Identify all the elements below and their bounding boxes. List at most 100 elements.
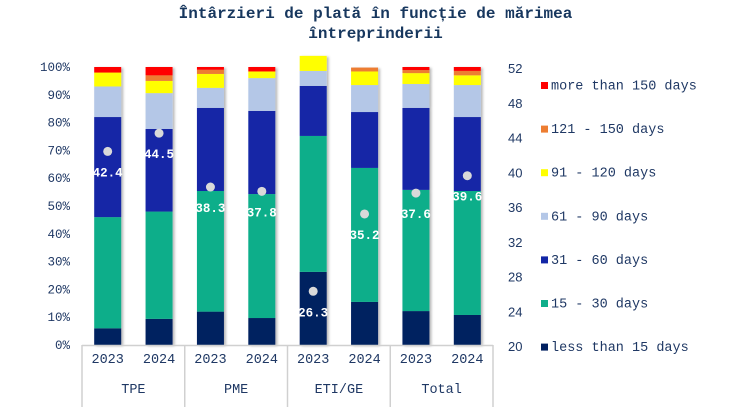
bar-segment-61-90-days [145,93,173,129]
average-delay-marker [205,182,215,192]
bar-segment-91-120-days [402,73,430,84]
average-delay-label: 37.6 [401,208,431,222]
average-delay-marker [154,128,164,138]
bar-segment-121-150-days [145,75,173,81]
bar-stack [94,67,122,345]
right-axis-tick-label: 44 [508,131,522,146]
bar-segment-31-60-days [402,107,430,190]
bar-segment-15-30-days [402,189,430,312]
bar-segment-61-90-days [196,87,224,108]
bar-segment-less-than-15-days [402,311,430,345]
average-delay-label: 37.8 [247,206,277,220]
bar-segment-121-150-days [402,70,430,74]
bar-segment-less-than-15-days [94,328,122,345]
bar-segment-31-60-days [248,110,276,195]
average-delay-label: 42.4 [93,166,124,180]
bar-segment-15-30-days [94,217,122,329]
left-axis-tick-label: 50% [47,200,70,214]
bar-segment-61-90-days [402,83,430,108]
group-label: TPE [121,383,145,398]
bar-segment-15-30-days [145,211,173,319]
x-tick-label: 2024 [451,353,483,368]
average-delay-marker [308,286,318,296]
average-delay-label: 44.5 [144,148,174,162]
bar-segment-more-than-150-days [145,67,173,76]
bar-segment-91-120-days [145,80,173,94]
x-tick-label: 2023 [194,353,226,368]
bar-segment-121-150-days [196,69,224,74]
bar-segment-91-120-days [351,71,379,86]
bar-segment-15-30-days [351,167,379,302]
bar-segment-less-than-15-days [453,314,481,345]
legend-label: 61 - 90 days [551,210,648,225]
legend-item: 91 - 120 days [541,167,656,182]
right-axis-tick-label: 24 [508,304,522,319]
left-axis-tick-label: 30% [47,256,70,270]
bar-segment-15-30-days [299,135,327,272]
average-delay-label: 39.6 [452,191,482,205]
legend-label: 91 - 120 days [551,167,656,182]
chart-title-line-2: întreprinderii [308,25,443,43]
legend-swatch [541,256,548,264]
bar-segment-91-120-days [196,73,224,88]
average-delay-label: 35.2 [350,229,380,243]
bar-segment-less-than-15-days [248,318,276,345]
left-axis: 0% 10% 20% 30% 40% 50% 60% 70% 80% 90% 100% [40,61,71,353]
bar-segment-61-90-days [351,85,379,113]
left-axis-tick-label: 60% [47,172,70,186]
bar-segment-61-90-days [248,78,276,111]
bar-segment-more-than-150-days [94,67,122,73]
bars [94,55,481,345]
chart-title-line-1: Întârzieri de plată în funcție de mărime… [178,5,573,23]
legend-swatch [541,125,548,133]
legend-item: more than 150 days [541,80,697,95]
right-axis-tick-label: 28 [508,270,522,285]
bar-segment-less-than-15-days [145,318,173,345]
legend: more than 150 days 121 - 150 days 91 - 120… [541,80,697,356]
bar-stack [196,67,224,345]
bar-stack [145,67,173,345]
bar-stack [402,67,430,345]
average-delay-marker [411,188,421,198]
bar-segment-31-60-days [299,85,327,136]
bar-segment-31-60-days [351,112,379,168]
x-tick-label: 2024 [348,353,380,368]
x-tick-label: 2024 [143,353,175,368]
bar-segment-91-120-days [94,72,122,87]
legend-label: 15 - 30 days [551,298,648,313]
bar-stack [453,67,481,345]
bar-segment-91-120-days [248,71,276,79]
bar-segment-91-120-days [299,55,327,71]
average-delay-label: 38.3 [195,202,225,216]
group-label: PME [224,383,248,398]
legend-item: 121 - 150 days [541,123,664,138]
legend-label: 121 - 150 days [551,123,664,138]
right-axis-tick-label: 40 [508,165,522,180]
x-tick-label: 2023 [297,353,329,368]
legend-label: less than 15 days [551,341,689,356]
bar-segment-31-60-days [145,128,173,212]
left-axis-tick-label: 100% [40,61,71,75]
average-delay-marker [257,186,267,196]
right-axis-tick-label: 20 [508,339,522,354]
legend-item: less than 15 days [541,341,689,356]
legend-item: 61 - 90 days [541,210,648,225]
bar-segment-more-than-150-days [402,67,430,71]
average-delay-series: 42.4 44.5 38.3 37.8 26.3 35.2 37.6 39.6 [93,128,482,320]
legend-item: 31 - 60 days [541,254,648,269]
bar-segment-121-150-days [351,67,379,72]
bar-segment-less-than-15-days [351,301,379,345]
group-label: ETI/GE [315,383,364,398]
bar-segment-15-30-days [453,190,481,315]
right-axis-tick-label: 48 [508,96,522,111]
x-tick-label: 2024 [246,353,278,368]
legend-swatch [541,169,548,177]
left-axis-tick-label: 80% [47,117,70,131]
right-axis-tick-label: 36 [508,200,522,215]
bar-segment-31-60-days [94,117,122,218]
bar-segment-less-than-15-days [299,271,327,345]
average-delay-marker [103,146,113,156]
legend-label: 31 - 60 days [551,254,648,269]
left-axis-tick-label: 10% [47,311,70,325]
